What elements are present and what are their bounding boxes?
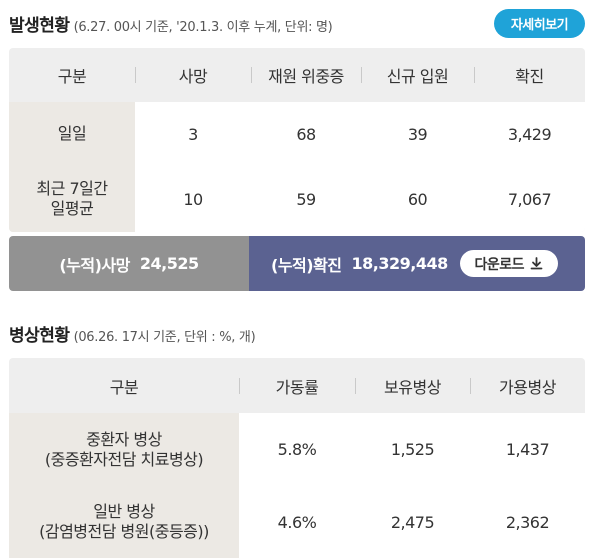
header-critical: 재원 위중증	[251, 48, 361, 102]
header-death: 사망	[135, 48, 251, 102]
header-occupancy: 가동률	[239, 358, 355, 413]
occurrence-header: 발생현황 (6.27. 00시 기준, '20.1.3. 이후 누계, 단위: …	[9, 11, 333, 36]
cumulative-summary: (누적)사망 24,525 (누적)확진 18,329,448 다운로드	[9, 236, 585, 291]
row-label-general: 일반 병상 (감염병전담 병원(중등증))	[9, 486, 239, 558]
table-row: 최근 7일간 일평균 10 59 60 7,067	[9, 166, 585, 232]
cumulative-confirmed-label: (누적)확진	[271, 255, 342, 275]
beds-note: (06.26. 17시 기준, 단위 : %, 개)	[73, 330, 256, 345]
header-owned-beds: 보유병상	[355, 358, 470, 413]
row-label-line2: (감염병전담 병원(중등증))	[39, 522, 209, 541]
cumulative-confirmed-value: 18,329,448	[351, 254, 449, 273]
occurrence-title: 발생현황	[9, 16, 70, 36]
weekly-new-admission: 60	[361, 166, 474, 232]
table-row: 중환자 병상 (중증환자전담 치료병상) 5.8% 1,525 1,437	[9, 413, 585, 486]
header-category: 구분	[57, 67, 87, 86]
row-label-line1: 최근 7일간	[36, 179, 108, 198]
general-available: 2,362	[470, 486, 585, 558]
beds-header: 병상현황 (06.26. 17시 기준, 단위 : %, 개)	[9, 321, 256, 346]
icu-owned: 1,525	[355, 413, 470, 486]
header-available-beds: 가용병상	[470, 358, 585, 413]
occurrence-table-header: 구분 사망 재원 위중증 신규 입원 확진	[9, 48, 585, 102]
general-owned: 2,475	[355, 486, 470, 558]
weekly-critical: 59	[251, 166, 361, 232]
daily-death: 3	[135, 102, 251, 166]
row-label-line1: 중환자 병상	[86, 429, 162, 449]
beds-table: 구분 가동률 보유병상 가용병상 중환자 병상 (중증환자전담 치료병상) 5.…	[9, 358, 585, 558]
cumulative-death-value: 24,525	[139, 254, 199, 273]
general-occupancy: 4.6%	[239, 486, 355, 558]
cumulative-confirmed: (누적)확진 18,329,448 다운로드	[249, 236, 585, 291]
detail-button[interactable]: 자세히보기	[494, 9, 585, 38]
occurrence-note: (6.27. 00시 기준, '20.1.3. 이후 누계, 단위: 명)	[73, 20, 333, 35]
icu-occupancy: 5.8%	[239, 413, 355, 486]
row-label-line2: (중증환자전담 치료병상)	[44, 449, 204, 469]
row-label-line1: 일반 병상	[93, 502, 155, 521]
table-row: 일반 병상 (감염병전담 병원(중등증)) 4.6% 2,475 2,362	[9, 486, 585, 558]
cumulative-death: (누적)사망 24,525	[9, 236, 249, 291]
row-label-daily: 일일	[9, 102, 135, 166]
daily-critical: 68	[251, 102, 361, 166]
occurrence-table: 구분 사망 재원 위중증 신규 입원 확진 일일 3 68 39 3,429 최…	[9, 48, 585, 232]
beds-table-header: 구분 가동률 보유병상 가용병상	[9, 358, 585, 413]
row-label-icu: 중환자 병상 (중증환자전담 치료병상)	[9, 413, 239, 486]
download-icon	[530, 257, 543, 270]
weekly-confirmed: 7,067	[474, 166, 585, 232]
daily-confirmed: 3,429	[474, 102, 585, 166]
download-label: 다운로드	[474, 256, 524, 273]
row-label-line2: 일평균	[50, 199, 94, 218]
download-button[interactable]: 다운로드	[459, 250, 558, 277]
weekly-death: 10	[135, 166, 251, 232]
row-label-weekly-avg: 최근 7일간 일평균	[9, 166, 135, 232]
daily-new-admission: 39	[361, 102, 474, 166]
header-category: 구분	[109, 377, 139, 397]
table-row: 일일 3 68 39 3,429	[9, 102, 585, 166]
header-new-admission: 신규 입원	[361, 48, 474, 102]
beds-title: 병상현황	[9, 326, 70, 346]
cumulative-death-label: (누적)사망	[59, 255, 130, 275]
header-confirmed: 확진	[474, 48, 585, 102]
icu-available: 1,437	[470, 413, 585, 486]
